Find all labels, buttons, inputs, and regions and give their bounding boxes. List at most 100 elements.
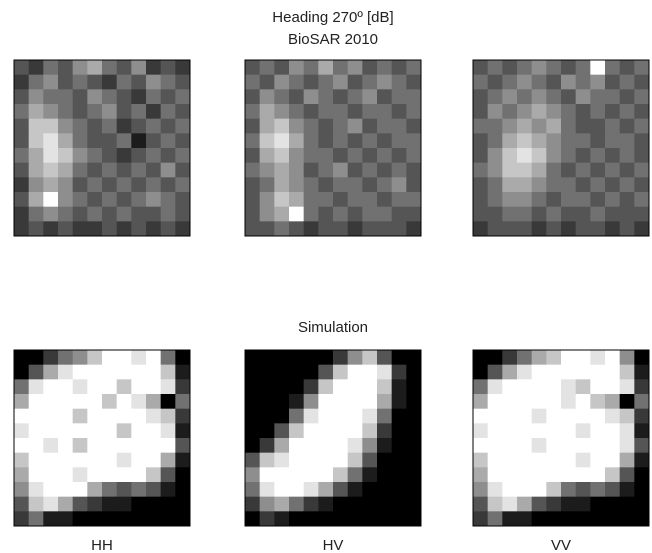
heatmap-cell — [72, 162, 88, 178]
heatmap-cell — [473, 364, 489, 380]
heatmap-cell — [14, 408, 30, 424]
heatmap-cell — [58, 133, 74, 149]
heatmap-cell — [43, 162, 59, 178]
heatmap-cell — [561, 60, 577, 76]
heatmap-cell — [561, 496, 577, 512]
heatmap-cell — [605, 467, 621, 483]
heatmap-cell — [28, 496, 44, 512]
heatmap-cell — [531, 206, 547, 222]
heatmap-cell — [546, 467, 562, 483]
heatmap-cell — [546, 452, 562, 468]
heatmap-cell — [58, 496, 74, 512]
heatmap-cell — [318, 364, 334, 380]
heatmap-cell — [72, 496, 88, 512]
heatmap-cell — [487, 482, 503, 498]
heatmap-cell — [274, 394, 290, 410]
heatmap-cell — [146, 452, 162, 468]
heatmap-cell — [590, 511, 606, 527]
heatmap-cell — [160, 467, 176, 483]
heatmap-cell — [160, 511, 176, 527]
heatmap-cell — [605, 192, 621, 208]
heatmap-cell — [87, 423, 103, 439]
heatmap-cell — [160, 221, 176, 237]
heatmap-cell — [87, 104, 103, 120]
heatmap-cell — [72, 60, 88, 76]
heatmap-cell — [531, 394, 547, 410]
heatmap-cell — [619, 133, 635, 149]
heatmap-cell — [391, 379, 407, 395]
heatmap-cell — [303, 452, 319, 468]
heatmap-cell — [289, 89, 305, 105]
heatmap-cell — [487, 133, 503, 149]
heatmap-cell — [634, 118, 650, 134]
heatmap-cell — [87, 467, 103, 483]
heatmap-cell — [517, 511, 533, 527]
heatmap-cell — [131, 482, 147, 498]
heatmap-cell — [160, 394, 176, 410]
heatmap-cell — [605, 118, 621, 134]
heatmap-cell — [116, 379, 132, 395]
heatmap-cell — [87, 177, 103, 193]
heatmap-cell — [377, 364, 393, 380]
heatmap-cell — [175, 162, 191, 178]
heatmap-cell — [517, 133, 533, 149]
heatmap-cell — [160, 118, 176, 134]
heatmap-cell — [43, 133, 59, 149]
heatmap-cell — [531, 350, 547, 366]
heatmap-cell — [318, 423, 334, 439]
heatmap-cell — [274, 192, 290, 208]
heatmap-cell — [347, 482, 363, 498]
heatmap-cell — [318, 162, 334, 178]
heatmap-cell — [546, 192, 562, 208]
heatmap-cell — [619, 221, 635, 237]
heatmap-cell — [333, 364, 349, 380]
heatmap-cell — [318, 496, 334, 512]
heatmap-cell — [502, 350, 518, 366]
heatmap-cell — [72, 364, 88, 380]
heatmap-cell — [318, 221, 334, 237]
heatmap-cell — [561, 350, 577, 366]
heatmap-cell — [274, 452, 290, 468]
heatmap-cell — [274, 482, 290, 498]
heatmap-cell — [102, 177, 118, 193]
heatmap-cell — [72, 408, 88, 424]
heatmap-cell — [575, 162, 591, 178]
heatmap-cell — [377, 452, 393, 468]
heatmap-cell — [605, 74, 621, 90]
heatmap-cell — [575, 206, 591, 222]
heatmap-cell — [303, 206, 319, 222]
heatmap-cell — [87, 408, 103, 424]
heatmap-cell — [318, 394, 334, 410]
heatmap-cell — [377, 192, 393, 208]
heatmap-cell — [43, 177, 59, 193]
heatmap-cell — [605, 438, 621, 454]
heatmap-cell — [473, 192, 489, 208]
heatmap-cell — [28, 452, 44, 468]
heatmap-cell — [58, 74, 74, 90]
heatmap-cell — [289, 350, 305, 366]
heatmap-cell — [531, 496, 547, 512]
heatmap-cell — [362, 177, 378, 193]
heatmap-cell — [333, 89, 349, 105]
heatmap-cell — [546, 221, 562, 237]
heatmap-cell — [116, 496, 132, 512]
heatmap-cell — [87, 482, 103, 498]
heatmap-cell — [289, 60, 305, 76]
heatmap-cell — [590, 162, 606, 178]
heatmap-cell — [377, 423, 393, 439]
heatmap-cell — [362, 118, 378, 134]
heatmap-cell — [102, 350, 118, 366]
heatmap-cell — [347, 423, 363, 439]
heatmap-cell — [590, 60, 606, 76]
heatmap-cell — [487, 364, 503, 380]
heatmap-cell — [146, 221, 162, 237]
heatmap-cell — [502, 89, 518, 105]
heatmap-cell — [58, 221, 74, 237]
heatmap-cell — [259, 394, 275, 410]
heatmap-cell — [102, 60, 118, 76]
heatmap-cell — [318, 511, 334, 527]
heatmap-cell — [43, 423, 59, 439]
heatmap-cell — [116, 467, 132, 483]
heatmap-cell — [160, 162, 176, 178]
heatmap-cell — [116, 74, 132, 90]
